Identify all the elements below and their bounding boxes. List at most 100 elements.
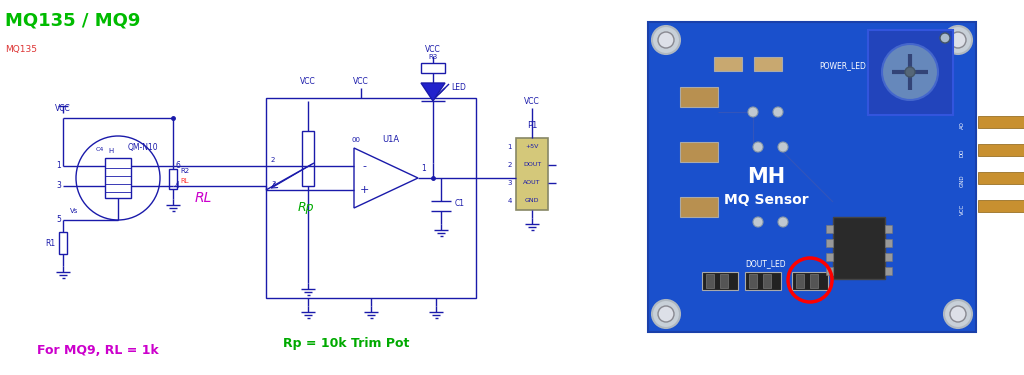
- Bar: [885, 225, 892, 233]
- Bar: [885, 239, 892, 247]
- Bar: [680, 87, 718, 107]
- Text: MH: MH: [746, 167, 785, 187]
- Circle shape: [778, 142, 788, 152]
- Text: DOUT_LED: DOUT_LED: [745, 260, 786, 268]
- Text: +5V: +5V: [525, 144, 539, 150]
- Circle shape: [658, 306, 674, 322]
- Bar: [302, 131, 314, 186]
- Text: For MQ9, RL = 1k: For MQ9, RL = 1k: [37, 344, 159, 357]
- Text: Rp: Rp: [298, 201, 314, 214]
- Text: 4: 4: [508, 198, 512, 204]
- Text: GND: GND: [524, 198, 540, 204]
- Text: C4: C4: [96, 147, 104, 152]
- Bar: [826, 239, 833, 247]
- Text: DOUT: DOUT: [523, 162, 541, 168]
- Text: 3: 3: [271, 181, 275, 187]
- Text: MQ Sensor: MQ Sensor: [724, 193, 808, 207]
- Bar: [810, 274, 818, 288]
- Text: C1: C1: [455, 200, 465, 208]
- Circle shape: [652, 300, 680, 328]
- Text: 6: 6: [175, 162, 180, 171]
- Circle shape: [773, 107, 783, 117]
- Bar: [421, 63, 445, 73]
- Text: +: +: [359, 185, 369, 195]
- Text: VCC: VCC: [353, 77, 369, 86]
- Text: GND: GND: [959, 175, 965, 188]
- Text: R3: R3: [428, 54, 437, 60]
- Text: MQ135: MQ135: [5, 45, 37, 54]
- Circle shape: [778, 217, 788, 227]
- Text: AOUT: AOUT: [523, 180, 541, 186]
- Text: R1: R1: [45, 238, 55, 248]
- Text: QM-N10: QM-N10: [128, 143, 159, 152]
- Text: 3: 3: [508, 180, 512, 186]
- Bar: [833, 217, 885, 279]
- Bar: [680, 142, 718, 162]
- Bar: [885, 267, 892, 275]
- Text: VCC: VCC: [300, 77, 315, 86]
- Bar: [978, 116, 1024, 128]
- Bar: [792, 272, 828, 290]
- Circle shape: [944, 26, 972, 54]
- Circle shape: [753, 217, 763, 227]
- Text: VCC: VCC: [425, 45, 441, 54]
- Text: U1A: U1A: [382, 135, 399, 144]
- Text: 5: 5: [56, 216, 61, 225]
- Text: VCC: VCC: [55, 104, 71, 113]
- Text: H: H: [109, 148, 114, 154]
- Text: AO: AO: [959, 121, 965, 129]
- Bar: [714, 57, 742, 71]
- Text: MQ135 / MQ9: MQ135 / MQ9: [5, 12, 140, 30]
- Bar: [978, 200, 1024, 212]
- Circle shape: [882, 44, 938, 100]
- Text: RL: RL: [180, 178, 188, 184]
- Text: POWER_LED: POWER_LED: [819, 62, 866, 70]
- Text: 00: 00: [351, 137, 360, 143]
- Bar: [978, 172, 1024, 184]
- Text: -: -: [362, 161, 366, 171]
- Text: LED: LED: [451, 84, 466, 93]
- Bar: [720, 274, 728, 288]
- Text: 1: 1: [508, 144, 512, 150]
- Circle shape: [652, 26, 680, 54]
- Bar: [978, 144, 1024, 156]
- Bar: [796, 274, 804, 288]
- Text: 1: 1: [56, 162, 61, 171]
- Bar: [826, 267, 833, 275]
- Bar: [706, 274, 714, 288]
- Circle shape: [753, 142, 763, 152]
- Text: VCC: VCC: [959, 203, 965, 214]
- Circle shape: [950, 32, 966, 48]
- Bar: [702, 272, 738, 290]
- Circle shape: [905, 67, 915, 77]
- Bar: [105, 158, 131, 198]
- Bar: [885, 253, 892, 261]
- Circle shape: [950, 306, 966, 322]
- Text: P1: P1: [526, 121, 538, 130]
- Circle shape: [748, 107, 758, 117]
- Text: 1: 1: [421, 164, 426, 173]
- Text: Rp = 10k Trim Pot: Rp = 10k Trim Pot: [283, 336, 410, 350]
- Text: 4: 4: [175, 182, 180, 190]
- Bar: [59, 232, 67, 254]
- Bar: [680, 197, 718, 217]
- Bar: [826, 253, 833, 261]
- Bar: [648, 22, 976, 332]
- Circle shape: [944, 300, 972, 328]
- Bar: [763, 274, 771, 288]
- Bar: [169, 169, 177, 189]
- Text: 2: 2: [508, 162, 512, 168]
- Bar: [516, 138, 548, 210]
- Text: 2: 2: [271, 157, 275, 163]
- Circle shape: [658, 32, 674, 48]
- Polygon shape: [421, 83, 445, 101]
- Bar: [826, 225, 833, 233]
- Bar: [745, 272, 781, 290]
- Bar: [868, 30, 953, 115]
- Circle shape: [940, 33, 950, 43]
- Bar: [749, 274, 757, 288]
- Text: Vs: Vs: [70, 208, 78, 214]
- Text: R2: R2: [180, 168, 189, 174]
- Text: DO: DO: [959, 149, 965, 157]
- Bar: [266, 98, 476, 298]
